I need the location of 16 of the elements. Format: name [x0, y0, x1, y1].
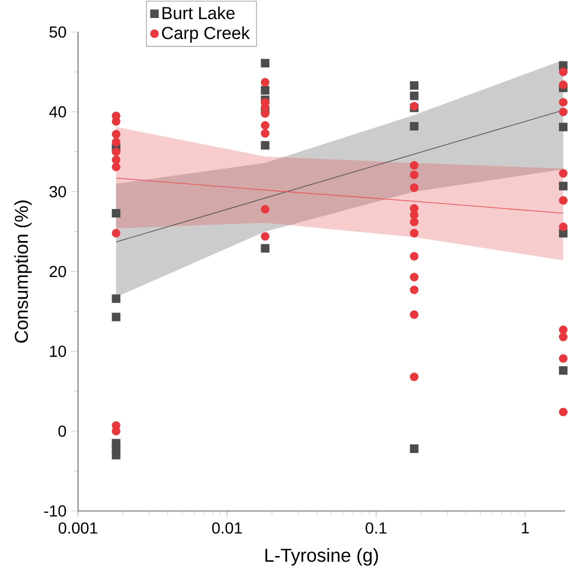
y-tick-label: 0: [58, 425, 66, 437]
y-tick-label: -10: [44, 505, 66, 517]
x-tick-label: 0.001: [58, 522, 98, 534]
y-tick-label: 30: [49, 186, 66, 198]
x-tick-label: 0.01: [212, 522, 242, 534]
legend-label: Carp Creek: [162, 26, 250, 43]
y-axis-title: Consumption (%): [14, 200, 32, 343]
x-tick-label: 1: [522, 522, 529, 534]
y-tick-label: 10: [50, 346, 66, 357]
x-tick-label: 0.1: [365, 522, 386, 534]
y-tick-label: 20: [49, 266, 66, 278]
y-tick-label: 50: [49, 26, 66, 38]
line-series: [116, 178, 564, 214]
x-axis-title: L-Tyrosine (g): [265, 548, 378, 566]
legend-label: Burt Lake: [162, 6, 234, 20]
y-tick-label: 40: [49, 106, 66, 118]
